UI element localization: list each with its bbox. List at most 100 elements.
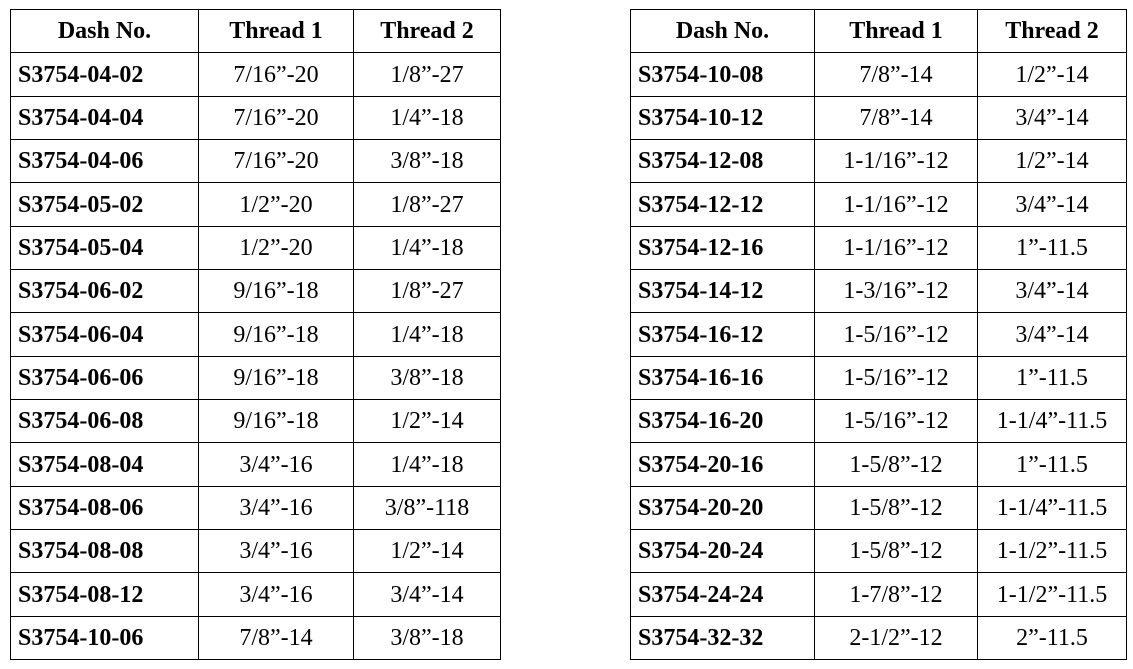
- dash-no-header: Dash No.: [630, 8, 815, 54]
- thread-2-cell: 3/4”-14: [977, 182, 1127, 227]
- dash-no-cell: S3754-16-20: [630, 399, 815, 444]
- dash-no-cell: S3754-05-04: [10, 225, 199, 271]
- thread-2-cell: 1/2”-14: [977, 52, 1127, 97]
- dash-no-cell: S3754-04-02: [10, 52, 199, 97]
- header-row: Dash No. Thread 1 Thread 2: [10, 8, 501, 54]
- thread-1-cell: 3/4”-16: [198, 529, 354, 574]
- table-row: S3754-10-12 7/8”-14 3/4”-14: [630, 95, 1127, 141]
- thread-1-cell: 7/16”-20: [198, 95, 354, 141]
- left-table-body: S3754-04-02 7/16”-20 1/8”-27 S3754-04-04 7/1…: [10, 52, 501, 661]
- thread-1-cell: 1-7/8”-12: [814, 572, 978, 617]
- table-row: S3754-16-16 1-5/16”-12 1”-11.5: [630, 355, 1127, 401]
- thread-2-cell: 1/4”-18: [353, 95, 501, 141]
- thread-2-cell: 3/8”-18: [353, 139, 501, 184]
- thread-2-cell: 3/4”-14: [353, 572, 501, 617]
- thread-1-cell: 9/16”-18: [198, 355, 354, 401]
- table-row: S3754-12-08 1-1/16”-12 1/2”-14: [630, 139, 1127, 184]
- table-row: S3754-05-04 1/2”-20 1/4”-18: [10, 225, 501, 271]
- dash-no-cell: S3754-04-04: [10, 95, 199, 141]
- table-row: S3754-20-20 1-5/8”-12 1-1/4”-11.5: [630, 485, 1127, 531]
- thread-2-cell: 1/8”-27: [353, 52, 501, 97]
- dash-no-cell: S3754-08-08: [10, 529, 199, 574]
- thread-2-cell: 1/4”-18: [353, 225, 501, 271]
- thread-1-cell: 7/16”-20: [198, 139, 354, 184]
- thread-2-cell: 1”-11.5: [977, 442, 1127, 487]
- dash-no-cell: S3754-08-04: [10, 442, 199, 487]
- table-row: S3754-08-08 3/4”-16 1/2”-14: [10, 529, 501, 574]
- thread-1-cell: 7/8”-14: [814, 52, 978, 97]
- thread-1-cell: 3/4”-16: [198, 485, 354, 531]
- thread-1-cell: 1-5/8”-12: [814, 442, 978, 487]
- thread-1-cell: 9/16”-18: [198, 269, 354, 314]
- thread-2-cell: 1/8”-27: [353, 269, 501, 314]
- thread-1-cell: 9/16”-18: [198, 312, 354, 357]
- table-row: S3754-08-06 3/4”-16 3/8”-118: [10, 485, 501, 531]
- table-row: S3754-06-02 9/16”-18 1/8”-27: [10, 269, 501, 314]
- table-row: S3754-16-12 1-5/16”-12 3/4”-14: [630, 312, 1127, 357]
- table-row: S3754-04-04 7/16”-20 1/4”-18: [10, 95, 501, 141]
- header-row: Dash No. Thread 1 Thread 2: [630, 8, 1127, 54]
- dash-no-cell: S3754-14-12: [630, 269, 815, 314]
- table-row: S3754-12-12 1-1/16”-12 3/4”-14: [630, 182, 1127, 227]
- table-row: S3754-10-06 7/8”-14 3/8”-18: [10, 615, 501, 661]
- table-row: S3754-04-02 7/16”-20 1/8”-27: [10, 52, 501, 97]
- thread-1-cell: 1-5/16”-12: [814, 355, 978, 401]
- thread-2-cell: 1/2”-14: [353, 399, 501, 444]
- thread-2-cell: 1-1/4”-11.5: [977, 399, 1127, 444]
- dash-no-cell: S3754-12-08: [630, 139, 815, 184]
- dash-no-cell: S3754-20-24: [630, 529, 815, 574]
- table-row: S3754-06-08 9/16”-18 1/2”-14: [10, 399, 501, 444]
- thread-1-cell: 1-5/16”-12: [814, 312, 978, 357]
- table-row: S3754-08-12 3/4”-16 3/4”-14: [10, 572, 501, 617]
- thread-1-cell: 7/8”-14: [198, 615, 354, 661]
- thread-2-cell: 1-1/2”-11.5: [977, 529, 1127, 574]
- table-row: S3754-20-24 1-5/8”-12 1-1/2”-11.5: [630, 529, 1127, 574]
- dash-no-header: Dash No.: [10, 8, 199, 54]
- thread-2-cell: 3/4”-14: [977, 269, 1127, 314]
- thread-1-cell: 1-3/16”-12: [814, 269, 978, 314]
- thread-1-cell: 7/16”-20: [198, 52, 354, 97]
- dash-no-cell: S3754-16-16: [630, 355, 815, 401]
- dash-no-cell: S3754-12-12: [630, 182, 815, 227]
- thread-2-cell: 1/4”-18: [353, 442, 501, 487]
- thread-1-cell: 1-5/8”-12: [814, 485, 978, 531]
- thread-2-cell: 3/8”-118: [353, 485, 501, 531]
- dash-no-cell: S3754-20-20: [630, 485, 815, 531]
- dash-no-cell: S3754-10-08: [630, 52, 815, 97]
- thread-1-cell: 1/2”-20: [198, 182, 354, 227]
- dash-no-cell: S3754-06-08: [10, 399, 199, 444]
- thread-2-cell: 3/8”-18: [353, 615, 501, 661]
- dash-no-cell: S3754-12-16: [630, 225, 815, 271]
- right-table-body: S3754-10-08 7/8”-14 1/2”-14 S3754-10-12 7/8”…: [630, 52, 1127, 661]
- thread-2-cell: 1”-11.5: [977, 355, 1127, 401]
- right-thread-table: Dash No. Thread 1 Thread 2 S3754-10-08 7/…: [630, 8, 1127, 661]
- thread-2-cell: 1/2”-14: [353, 529, 501, 574]
- table-row: S3754-12-16 1-1/16”-12 1”-11.5: [630, 225, 1127, 271]
- table-row: S3754-20-16 1-5/8”-12 1”-11.5: [630, 442, 1127, 487]
- thread-2-cell: 3/4”-14: [977, 95, 1127, 141]
- thread-2-cell: 1”-11.5: [977, 225, 1127, 271]
- thread-1-header: Thread 1: [814, 8, 978, 54]
- table-row: S3754-04-06 7/16”-20 3/8”-18: [10, 139, 501, 184]
- table-row: S3754-08-04 3/4”-16 1/4”-18: [10, 442, 501, 487]
- thread-1-cell: 7/8”-14: [814, 95, 978, 141]
- table-row: S3754-06-04 9/16”-18 1/4”-18: [10, 312, 501, 357]
- dash-no-cell: S3754-16-12: [630, 312, 815, 357]
- table-row: S3754-32-32 2-1/2”-12 2”-11.5: [630, 615, 1127, 661]
- dash-no-cell: S3754-24-24: [630, 572, 815, 617]
- dash-no-cell: S3754-06-02: [10, 269, 199, 314]
- table-row: S3754-24-24 1-7/8”-12 1-1/2”-11.5: [630, 572, 1127, 617]
- thread-1-cell: 1/2”-20: [198, 225, 354, 271]
- thread-1-cell: 1-1/16”-12: [814, 182, 978, 227]
- thread-1-header: Thread 1: [198, 8, 354, 54]
- dash-no-cell: S3754-20-16: [630, 442, 815, 487]
- thread-2-cell: 1-1/4”-11.5: [977, 485, 1127, 531]
- dash-no-cell: S3754-10-06: [10, 615, 199, 661]
- thread-2-header: Thread 2: [977, 8, 1127, 54]
- table-row: S3754-16-20 1-5/16”-12 1-1/4”-11.5: [630, 399, 1127, 444]
- thread-1-cell: 9/16”-18: [198, 399, 354, 444]
- table-row: S3754-06-06 9/16”-18 3/8”-18: [10, 355, 501, 401]
- thread-2-cell: 3/8”-18: [353, 355, 501, 401]
- dash-no-cell: S3754-10-12: [630, 95, 815, 141]
- thread-1-cell: 1-5/16”-12: [814, 399, 978, 444]
